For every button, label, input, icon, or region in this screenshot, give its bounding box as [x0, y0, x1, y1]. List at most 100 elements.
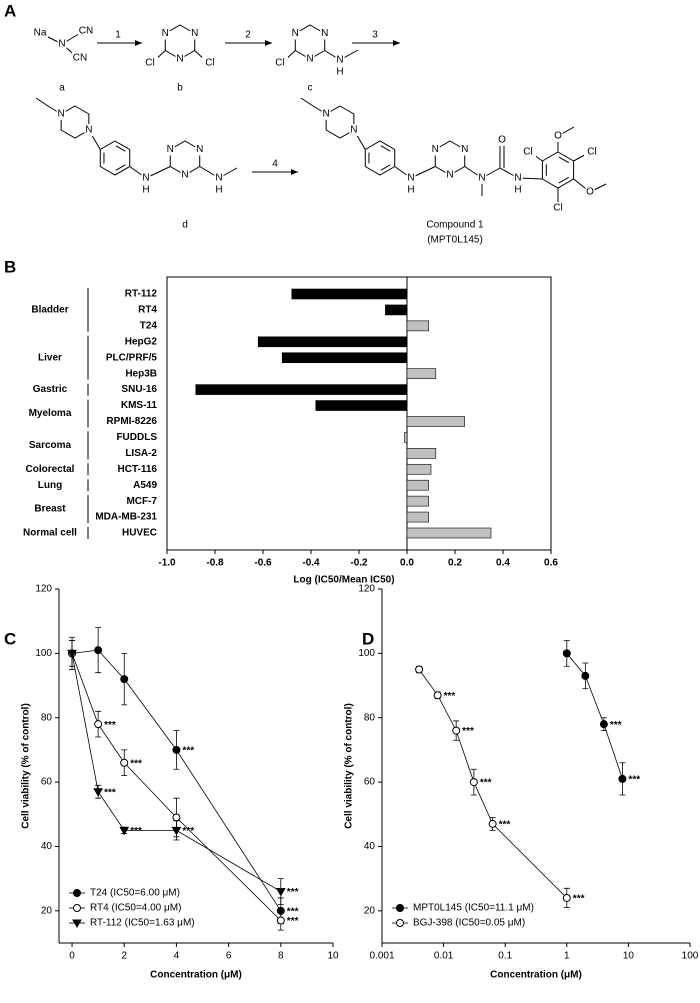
legend-marker: [72, 919, 82, 929]
atom-mask: [142, 57, 158, 69]
significance-label: ***: [287, 916, 299, 927]
atom-mask: [460, 143, 470, 156]
x-tick-label: -0.8: [206, 558, 224, 569]
atom-mask: [349, 124, 359, 136]
significance-label: ***: [287, 887, 299, 898]
atom-label: Na: [34, 28, 47, 39]
bar: [406, 448, 437, 459]
atom-label: CN: [73, 53, 87, 64]
atom-mask: [497, 134, 507, 146]
atom-mask: [32, 27, 48, 39]
panel-label: A: [4, 1, 16, 20]
atom-label: N: [350, 125, 357, 136]
atom-label: N: [461, 144, 468, 155]
legend-label: RT4 (IC50=4.00 μM): [90, 903, 181, 914]
x-tick-label: 0.01: [434, 951, 454, 962]
significance-label: ***: [628, 775, 640, 786]
category-label: Hep3B: [125, 368, 157, 379]
data-point: [562, 893, 571, 902]
plot-frame: [166, 276, 552, 551]
category-label: A549: [133, 480, 157, 491]
series-line: [418, 669, 568, 899]
x-tick-label: 8: [278, 951, 284, 962]
data-point: [488, 819, 497, 828]
atom-label: N: [191, 28, 198, 39]
atom-mask: [553, 130, 563, 142]
ring: [99, 140, 131, 176]
data-point: [120, 758, 129, 767]
series-line: [71, 653, 282, 892]
atom-mask: [56, 108, 66, 120]
atom-label: Cl: [145, 58, 154, 69]
data-point: [172, 745, 181, 754]
atom-mask: [430, 143, 440, 156]
atom-label: Cl: [553, 203, 562, 214]
data-point: [172, 813, 181, 822]
y-axis-title: Cell viability (% of control): [344, 703, 355, 829]
x-tick-label: 0.2: [448, 558, 462, 569]
atom-label: H: [142, 185, 149, 196]
group-label: Myeloma: [29, 408, 72, 419]
legend-label: BGJ-398 (IC50=0.05 μM): [413, 918, 525, 929]
x-tick-label: 0.001: [369, 951, 394, 962]
bond: [558, 156, 570, 164]
bond: [380, 145, 391, 152]
x-tick-label: 0.0: [400, 558, 414, 569]
compound-sublabel: (MPT0L145): [427, 235, 483, 246]
group-label: Lung: [38, 480, 62, 491]
step-number: 2: [245, 30, 251, 41]
atom-mask: [320, 27, 330, 40]
atom-mask: [335, 54, 345, 66]
category-label: RT-112: [125, 289, 158, 300]
significance-label: ***: [499, 820, 511, 831]
group-label: Sarcoma: [29, 440, 72, 451]
step-number: 1: [115, 30, 121, 41]
data-point: [67, 649, 77, 659]
atom-label: H: [215, 185, 222, 196]
category-label: FUDDLS: [116, 432, 157, 443]
bar: [404, 432, 408, 443]
x-tick-label: 1: [564, 951, 570, 962]
atom-label: N: [196, 144, 203, 155]
atom-mask: [406, 172, 416, 184]
atom-mask: [520, 146, 536, 158]
x-tick-label: 0.4: [496, 558, 510, 569]
data-point: [562, 649, 571, 658]
x-axis-title: Log (IC50/Mean IC50): [293, 575, 394, 586]
data-point: [452, 726, 461, 735]
y-axis-title: Cell viability (% of control): [21, 703, 32, 829]
category-label: HUVEC: [122, 528, 157, 539]
y-tick-label: 60: [41, 777, 53, 788]
data-point: [581, 671, 590, 680]
category-label: HCT-116: [118, 464, 158, 475]
data-point: [119, 826, 130, 836]
y-tick-label: 20: [364, 905, 376, 916]
data-point: [599, 720, 608, 729]
group-label: Bladder: [31, 305, 68, 316]
data-point: [94, 720, 103, 729]
atom-mask: [406, 184, 416, 196]
compound-label: b: [177, 83, 183, 94]
series-line: [566, 653, 623, 780]
bar: [406, 320, 429, 332]
panel-label: C: [4, 629, 16, 648]
atom-mask: [477, 172, 487, 184]
bar: [406, 495, 429, 507]
data-point: [93, 788, 104, 797]
significance-label: ***: [130, 826, 142, 837]
step-number: 3: [372, 30, 378, 41]
x-tick-label: 2: [121, 951, 127, 962]
legend-marker: [396, 919, 404, 927]
bar: [406, 479, 429, 491]
data-point: [276, 916, 285, 925]
legend-marker: [396, 904, 404, 912]
significance-label: ***: [444, 691, 456, 702]
significance-label: ***: [573, 894, 585, 905]
atom-label: N: [215, 173, 222, 184]
bar: [406, 463, 432, 475]
group-label: Normal cell: [23, 528, 77, 539]
atom-label: N: [85, 125, 92, 136]
atom-mask: [57, 38, 67, 50]
category-label: RPMI-8226: [106, 416, 157, 427]
atom-label: N: [58, 39, 65, 50]
